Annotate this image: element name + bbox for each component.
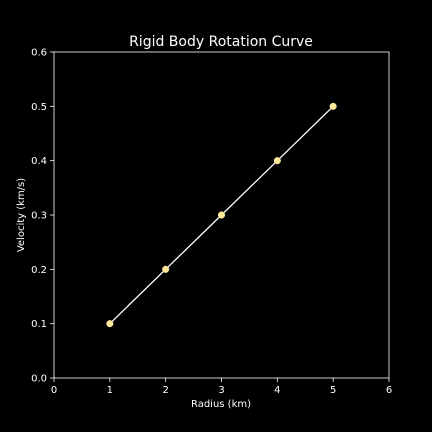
x-tick-label: 5 [330,385,336,396]
x-axis: 0 1 2 3 4 5 6 [51,378,392,396]
data-point [329,102,337,110]
y-tick-label: 0.0 [31,374,47,385]
y-tick-label: 0.1 [31,319,47,330]
chart-title: Rigid Body Rotation Curve [129,34,313,50]
data-point [162,265,170,273]
y-tick-label: 0.2 [31,265,47,276]
x-tick-label: 3 [218,385,224,396]
x-tick-label: 6 [386,385,392,396]
data-point [273,157,281,165]
y-tick-label: 0.3 [31,211,47,222]
y-axis-label: Velocity (km/s) [16,178,27,252]
y-tick-label: 0.4 [31,156,47,167]
y-tick-label: 0.6 [31,48,47,59]
data-series [106,102,337,328]
y-axis: 0.0 0.1 0.2 0.3 0.4 0.5 0.6 [31,48,54,385]
x-tick-label: 4 [274,385,280,396]
x-tick-label: 2 [162,385,168,396]
data-point [217,211,226,219]
data-point [106,320,114,328]
x-axis-label: Radius (km) [191,399,251,410]
y-tick-label: 0.5 [31,102,47,113]
x-tick-label: 1 [107,385,113,396]
x-tick-label: 0 [51,385,57,396]
